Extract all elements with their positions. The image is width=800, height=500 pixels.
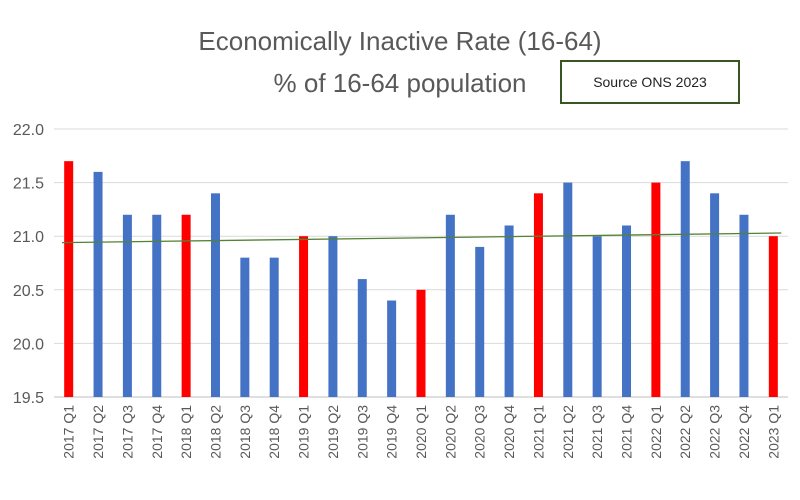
bar [152, 214, 162, 397]
source-annotation-text: Source ONS 2023 [593, 74, 707, 90]
x-tick-label: 2022 Q3 [707, 405, 723, 459]
x-tick-label: 2021 Q1 [530, 405, 546, 459]
x-tick-label: 2023 Q1 [765, 405, 781, 459]
bar [387, 300, 397, 397]
y-tick-label: 20.0 [13, 336, 44, 353]
bar [299, 236, 309, 397]
bar [210, 193, 220, 397]
x-tick-label: 2020 Q2 [442, 405, 458, 459]
y-tick-label: 20.5 [13, 283, 44, 300]
x-tick-label: 2020 Q1 [413, 405, 429, 459]
chart-title: Economically Inactive Rate (16-64) [198, 26, 602, 56]
x-tick-label: 2021 Q4 [619, 405, 635, 459]
x-tick-label: 2019 Q2 [325, 405, 341, 459]
bar [64, 161, 74, 397]
x-tick-label: 2021 Q2 [560, 405, 576, 459]
bar [504, 225, 514, 397]
trendline [61, 232, 782, 244]
x-tick-label: 2017 Q2 [90, 405, 106, 459]
chart-subtitle: % of 16-64 population [273, 68, 527, 98]
bar [181, 214, 191, 397]
x-tick-label: 2019 Q1 [296, 405, 312, 459]
x-tick-label: 2022 Q4 [736, 405, 752, 459]
bar [269, 257, 279, 397]
x-tick-label: 2018 Q3 [237, 405, 253, 459]
source-annotation: Source ONS 2023 [560, 60, 740, 104]
x-tick-label: 2020 Q3 [472, 405, 488, 459]
bar [445, 214, 455, 397]
x-tick-label: 2019 Q4 [384, 405, 400, 459]
bar [328, 236, 338, 397]
y-tick-label: 21.5 [13, 176, 44, 193]
bar [768, 236, 778, 397]
x-tick-label: 2018 Q1 [178, 405, 194, 459]
bar [563, 182, 573, 397]
bar [475, 246, 485, 397]
x-tick-label: 2019 Q3 [354, 405, 370, 459]
x-tick-label: 2018 Q4 [266, 405, 282, 459]
bar [93, 171, 103, 397]
bar [622, 225, 632, 397]
x-tick-label: 2022 Q2 [677, 405, 693, 459]
x-tick-label: 2022 Q1 [648, 405, 664, 459]
bar [122, 214, 132, 397]
y-tick-label: 19.5 [13, 390, 44, 407]
bar [680, 161, 690, 397]
y-tick-label: 22.0 [13, 122, 44, 139]
y-tick-label: 21.0 [13, 229, 44, 246]
bar [651, 182, 661, 397]
bar [533, 193, 543, 397]
bar [592, 236, 602, 397]
bar [710, 193, 720, 397]
x-tick-label: 2021 Q3 [589, 405, 605, 459]
bar [357, 279, 367, 397]
bar [739, 214, 749, 397]
x-tick-label: 2018 Q2 [207, 405, 223, 459]
x-tick-label: 2017 Q3 [119, 405, 135, 459]
x-tick-label: 2020 Q4 [501, 405, 517, 459]
x-tick-label: 2017 Q4 [149, 405, 165, 459]
x-tick-label: 2017 Q1 [61, 405, 77, 459]
bar [416, 289, 426, 397]
bar [240, 257, 250, 397]
